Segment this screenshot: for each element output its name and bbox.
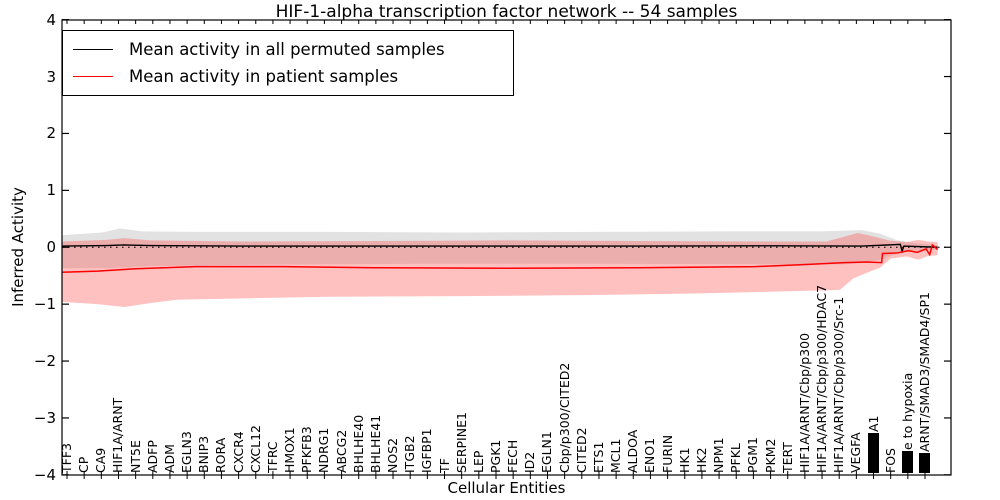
x-tick-label: MCL1	[608, 438, 624, 473]
y-tick-label: −3	[33, 408, 56, 427]
x-tick-label: HMOX1	[282, 427, 298, 473]
x-tick-label: e to hypoxia	[900, 373, 915, 473]
x-tick-label: NT5E	[127, 440, 143, 473]
legend-item-permuted: Mean activity in all permuted samples	[73, 40, 503, 59]
y-tick-label: 4	[46, 10, 56, 29]
x-axis-label: Cellular Entities	[447, 479, 566, 497]
x-tick-label: BNIP3	[196, 435, 212, 473]
y-tick-label: −2	[33, 352, 56, 371]
overlapped-labels-blob	[867, 433, 879, 473]
legend-label-patient: Mean activity in patient samples	[129, 67, 399, 86]
x-tick-label: CXCR4	[230, 431, 246, 473]
x-tick-label: NOS2	[385, 437, 401, 473]
x-tick-label: ARNT/SMAD3/SMAD4/SP1	[917, 292, 932, 473]
x-tick-label: EGLN3	[179, 431, 195, 473]
overlapped-labels-blob	[901, 451, 913, 473]
x-tick-label: ABCG2	[333, 429, 349, 473]
x-tick-label: BHLHE41	[367, 414, 383, 473]
x-tick-label: FOS	[882, 448, 898, 473]
x-tick-label: TERT	[779, 442, 795, 473]
x-tick-label: PGK1	[488, 439, 503, 473]
x-tick-label: HIF1A/ARNT/Cbp/p300/HDAC7	[814, 284, 830, 473]
x-tick-label: ADM	[161, 444, 177, 473]
x-tick-label: CA9	[93, 447, 109, 473]
x-tick-label: TF	[436, 458, 452, 473]
x-tick-label: RORA	[213, 437, 229, 473]
x-tick-label: BHLHE40	[350, 414, 366, 473]
overlapped-labels-blob	[919, 453, 930, 473]
x-tick-label: NDRG1	[316, 427, 332, 473]
legend: Mean activity in all permuted samples Me…	[62, 30, 514, 96]
legend-label-permuted: Mean activity in all permuted samples	[129, 40, 445, 59]
x-tick-label: SERPINE1	[453, 412, 469, 473]
y-tick-label: 0	[46, 238, 56, 257]
y-tick-label: 2	[46, 124, 56, 143]
x-tick-label: TFF3	[59, 443, 74, 473]
patient-samples-band	[62, 233, 938, 307]
x-tick-label: PGM1	[745, 437, 761, 473]
x-tick-label: ID2	[522, 451, 538, 473]
x-tick-label: HK2	[693, 447, 709, 473]
x-tick-label: ADFP	[144, 440, 160, 473]
x-tick-label: CP	[76, 456, 92, 473]
x-tick-label: PFKFB3	[299, 426, 315, 473]
x-tick-label: PFKL	[728, 443, 744, 473]
x-tick-label: ENO1	[642, 437, 658, 473]
x-tick-label: CITED2	[573, 427, 589, 473]
x-tick-label: FECH	[505, 439, 521, 473]
chart-title: HIF-1-alpha transcription factor network…	[275, 2, 738, 22]
x-tick-label: HIF1A/ARNT	[110, 397, 126, 473]
x-tick-label: ETS1	[590, 441, 606, 473]
x-tick-label: HIF1A/ARNT/Cbp/p300/Src-1	[831, 296, 847, 473]
x-tick-label: Cbp/p300/CITED2	[556, 362, 572, 473]
y-tick-label: 1	[46, 181, 56, 200]
legend-line-patient-swatch	[73, 76, 113, 77]
patient-mean-line	[61, 243, 939, 274]
x-tick-label: IGFBP1	[419, 428, 435, 473]
x-tick-label: VEGFA	[848, 432, 864, 473]
x-tick-label: FURIN	[659, 434, 675, 473]
x-tick-label: HK1	[676, 447, 692, 473]
x-tick-label: HIF1A/ARNT/Cbp/p300	[796, 332, 812, 473]
x-tick-label: PKM2	[762, 438, 778, 473]
y-tick-label: −1	[33, 295, 56, 314]
y-tick-label: 3	[46, 67, 56, 86]
x-tick-label: ALDOA	[625, 429, 641, 473]
y-tick-label: −4	[33, 465, 56, 484]
legend-line-permuted-swatch	[73, 49, 113, 50]
x-tick-label: ITGB2	[402, 435, 418, 473]
legend-item-patient: Mean activity in patient samples	[73, 67, 503, 86]
x-tick-label: TFRC	[264, 441, 280, 473]
x-tick-label: NPM1	[711, 437, 727, 473]
permuted-samples-band	[62, 228, 938, 269]
x-tick-label: CXCL12	[247, 425, 263, 473]
x-tick-label: EGLN1	[539, 431, 555, 473]
x-tick-label: LEP	[470, 450, 486, 473]
x-tick-label: A1	[866, 415, 881, 473]
